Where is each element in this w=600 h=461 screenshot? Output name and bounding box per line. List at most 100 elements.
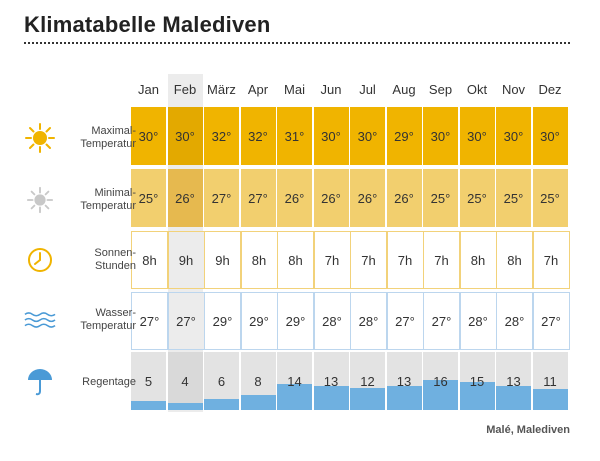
sun-hours-cell: 7h (313, 231, 351, 289)
water-temp-cell: 28° (313, 292, 351, 350)
rain-bar (204, 399, 239, 410)
max-temp-cell: 29° (386, 107, 424, 165)
rain-days-cell: 13 (386, 352, 424, 410)
waves-icon (24, 290, 56, 350)
max-temp-cell: 30° (350, 107, 387, 165)
rain-days-cell: 12 (350, 352, 387, 410)
max-temp-cell: 32° (240, 107, 278, 165)
rain-days-cell: 5 (131, 352, 168, 410)
rain-days-cell: 13 (313, 352, 351, 410)
rain-bar (313, 386, 349, 410)
rain-days-value: 13 (506, 373, 521, 389)
water-temp-cell: 28° (350, 292, 387, 350)
rain-days-cell: 8 (240, 352, 278, 410)
sun-hours-cell: 9h (204, 231, 241, 289)
rain-bar (240, 395, 276, 410)
rain-bar (386, 386, 422, 410)
sun-hours-cell: 7h (386, 231, 424, 289)
sun-hours-label-2: Stunden (95, 260, 136, 272)
min-temp-cell: 26° (167, 169, 205, 227)
min-temp-cell: 25° (131, 169, 168, 227)
max-temp-cell: 30° (313, 107, 351, 165)
sun-hours-cell: 8h (131, 231, 168, 289)
rain-bar (459, 382, 495, 410)
rain-days-value: 8 (254, 373, 262, 389)
rain-bar (423, 380, 458, 410)
rain-days-cell: 11 (532, 352, 570, 410)
sun-hours-cell: 8h (496, 231, 533, 289)
max-temp-cell: 30° (459, 107, 497, 165)
page-title: Klimatabelle Malediven (24, 12, 271, 37)
sun-hours-cell: 8h (240, 231, 278, 289)
month-header: Jan (138, 82, 159, 97)
max-temp-cell: 30° (167, 107, 205, 165)
rain-bar (532, 389, 568, 410)
month-header: Feb (173, 82, 197, 97)
min-temp-cell: 26° (350, 169, 387, 227)
rain-days-value: 13 (396, 373, 412, 389)
sun-hours-cell: 7h (350, 231, 387, 289)
min-temp-cell: 27° (204, 169, 241, 227)
rain-days-value: 13 (323, 373, 339, 389)
rain-bar (277, 384, 312, 410)
pale-sun-icon (24, 170, 56, 230)
rain-days-cell: 14 (277, 352, 314, 410)
min-temp-label-1: Minimal- (94, 187, 136, 199)
rain-days-cell: 15 (459, 352, 497, 410)
rain-bar (496, 386, 531, 410)
rain-days-value: 6 (217, 373, 226, 389)
row-label-water-temp: Wasser- Temperatur (24, 290, 144, 350)
rain-days-label: Regentage (82, 375, 136, 388)
min-temp-cell: 25° (459, 169, 497, 227)
min-temp-cell: 25° (496, 169, 533, 227)
month-header: Nov (501, 82, 526, 97)
water-temp-cell: 27° (532, 292, 570, 350)
water-temp-cell: 27° (131, 292, 168, 350)
min-temp-cell: 26° (386, 169, 424, 227)
water-temp-cell: 29° (204, 292, 241, 350)
max-temp-cell: 30° (423, 107, 460, 165)
sun-hours-cell: 9h (167, 231, 205, 289)
rain-days-cell: 16 (423, 352, 460, 410)
water-temp-cell: 27° (423, 292, 460, 350)
max-temp-cell: 30° (496, 107, 533, 165)
sun-hours-cell: 7h (423, 231, 460, 289)
month-header: Mai (284, 82, 305, 97)
month-header: Sep (428, 82, 453, 97)
month-header: Okt (466, 82, 488, 97)
row-label-min-temp: Minimal- Temperatur (24, 170, 144, 230)
rain-days-value: 14 (287, 373, 302, 389)
rain-days-cell: 13 (496, 352, 533, 410)
max-temp-cell: 32° (204, 107, 241, 165)
water-temp-cell: 27° (386, 292, 424, 350)
max-temp-cell: 30° (131, 107, 168, 165)
min-temp-cell: 25° (423, 169, 460, 227)
rain-days-cell: 6 (204, 352, 241, 410)
rain-days-value: 15 (469, 373, 485, 389)
title-divider (24, 42, 570, 44)
min-temp-cell: 26° (313, 169, 351, 227)
water-temp-cell: 28° (496, 292, 533, 350)
month-header: Jul (359, 82, 376, 97)
month-header: März (207, 82, 236, 97)
min-temp-label-2: Temperatur (80, 200, 136, 212)
max-temp-label-2: Temperatur (80, 138, 136, 150)
clock-icon (24, 230, 56, 290)
min-temp-cell: 25° (532, 169, 570, 227)
row-label-max-temp: Maximal- Temperatur (24, 108, 144, 168)
water-temp-label-1: Wasser- (95, 307, 136, 319)
max-temp-cell: 31° (277, 107, 314, 165)
umbrella-icon (24, 352, 56, 412)
water-temp-cell: 28° (459, 292, 497, 350)
sun-hours-cell: 8h (277, 231, 314, 289)
max-temp-cell: 30° (532, 107, 570, 165)
sun-hours-cell: 7h (532, 231, 570, 289)
location-caption: Malé, Malediven (486, 424, 570, 436)
month-header: Jun (320, 82, 342, 97)
min-temp-cell: 26° (277, 169, 314, 227)
max-temp-label-1: Maximal- (91, 125, 136, 137)
rain-bar (131, 401, 166, 410)
rain-bar (350, 388, 385, 410)
row-label-sun-hours: Sonnen- Stunden (24, 230, 144, 290)
month-header: Aug (392, 82, 416, 97)
